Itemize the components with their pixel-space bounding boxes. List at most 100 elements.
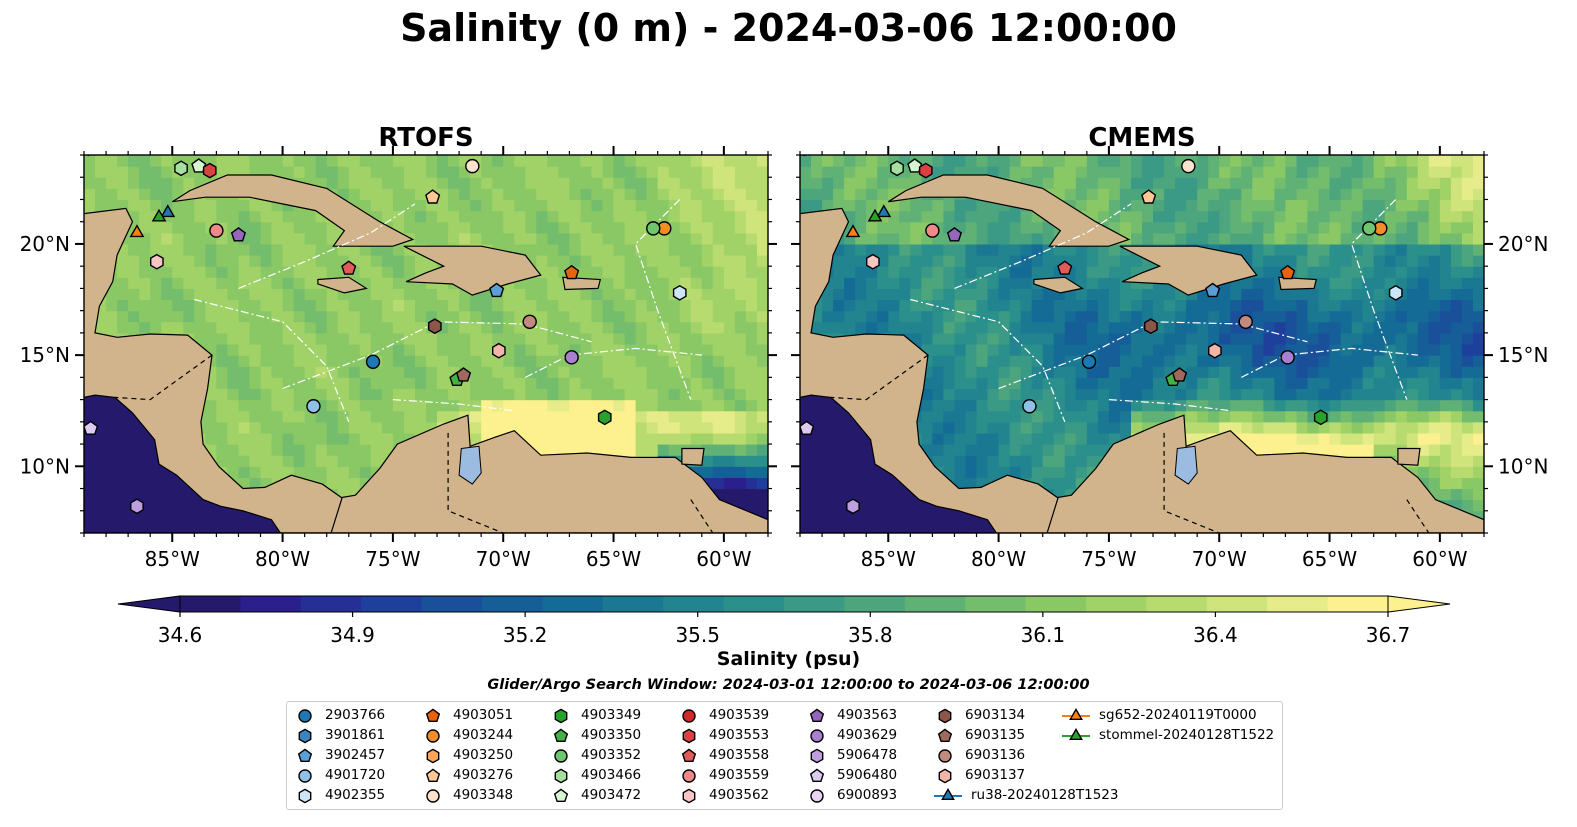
marker-4902355 [672, 284, 687, 301]
legend-label: 4903553 [709, 727, 770, 743]
marker-4903466 [174, 160, 188, 177]
legend-item: 4903539 [677, 705, 769, 725]
y-tick-label: 10°N [20, 454, 70, 478]
legend-swatch [938, 768, 952, 784]
legend-swatch [298, 769, 312, 783]
marker-6903134 [1144, 318, 1158, 335]
legend-label: 2903766 [325, 707, 386, 723]
legend-marker [298, 728, 312, 744]
legend-label: 4903559 [709, 767, 770, 783]
marker-4903352 [1362, 221, 1377, 236]
legend-swatch [553, 728, 569, 742]
legend-marker [553, 788, 569, 802]
legend-item: 3902457 [293, 745, 385, 765]
legend-marker [1069, 707, 1083, 720]
marker-4903472 [907, 158, 923, 173]
legend-marker [426, 729, 440, 743]
marker-4903276 [425, 189, 441, 204]
legend-marker [553, 728, 569, 742]
legend-swatch [934, 787, 962, 800]
legend-swatch [809, 708, 825, 722]
legend-swatch [298, 709, 312, 723]
marker-4903558 [341, 260, 357, 275]
land-puertorico [562, 276, 602, 291]
legend-marker [809, 768, 825, 782]
marker-5906480 [800, 420, 815, 435]
colorbar-under [117, 595, 181, 613]
legend-marker [682, 788, 696, 804]
land-jamaica [317, 276, 368, 294]
x-tick-label: 85°W [861, 547, 916, 571]
marker-4903348 [1181, 158, 1196, 174]
land-cuba [171, 174, 415, 247]
legend-marker [941, 787, 955, 800]
colorbar-bin [844, 596, 906, 612]
legend-marker [554, 749, 568, 763]
colorbar-bin [784, 596, 845, 612]
x-tick-label: 60°W [1412, 547, 1467, 571]
legend-marker [1069, 727, 1083, 740]
colorbar-tick-label: 34.6 [158, 623, 203, 647]
colorbar-bin [1146, 596, 1208, 612]
legend-label: 6903137 [965, 767, 1026, 783]
colorbar-over [1387, 595, 1451, 613]
legend-marker [809, 708, 825, 722]
cmems-map [780, 155, 1484, 533]
marker-6903135 [1171, 367, 1188, 382]
legend-swatch [426, 789, 440, 803]
cmems-frame [799, 154, 1485, 534]
marker-4903559 [925, 223, 940, 238]
legend-marker [810, 789, 824, 803]
marker-4903563 [946, 227, 963, 242]
legend-swatch [810, 748, 824, 764]
legend-swatch [298, 728, 312, 744]
legend-swatch [682, 788, 696, 804]
colorbar: 34.6 34.9 35.2 35.5 35.8 36.1 36.4 36.7 [117, 595, 1451, 647]
marker-6900893 [780, 184, 793, 197]
marker-4903553 [918, 162, 933, 179]
legend-swatch [426, 729, 440, 743]
y-tick-label: 15°N [1498, 343, 1548, 367]
legend-label: 4902355 [325, 787, 386, 803]
marker-6903137 [1208, 342, 1222, 359]
legend-item: 6903136 [933, 745, 1025, 765]
x-tick-label: 80°W [255, 547, 310, 571]
land-southam [330, 414, 768, 533]
legend-label: ru38-20240128T1523 [971, 787, 1119, 803]
legend-label: 4903349 [581, 707, 642, 723]
legend-item: 6900893 [805, 785, 897, 805]
marker-3902457 [489, 282, 505, 298]
legend-label: 4903350 [581, 727, 642, 743]
marker-4903629 [564, 350, 579, 365]
legend-item: 5906478 [805, 745, 897, 765]
marker-6903136 [522, 314, 537, 329]
marker-6903137 [492, 342, 506, 359]
legend-swatch [1062, 707, 1090, 720]
marker-4903276 [1141, 189, 1157, 204]
marker-4903051 [564, 264, 580, 280]
legend-marker [426, 789, 440, 803]
colorbar-bin [723, 596, 785, 612]
legend-marker [425, 768, 441, 782]
legend-label: 4901720 [325, 767, 386, 783]
colorbar-label: Salinity (psu) [716, 648, 861, 670]
legend-label: 4903562 [709, 787, 770, 803]
legend-marker [938, 768, 952, 784]
legend-label: sg652-20240119T0000 [1099, 707, 1257, 723]
legend-item: 6903135 [933, 725, 1025, 745]
lake-maracaibo [1174, 445, 1198, 485]
colorbar-tick-label: 34.9 [330, 623, 375, 647]
legend-swatch [298, 788, 312, 804]
legend-item: ru38-20240128T1523 [933, 785, 1118, 805]
legend-label: 6903135 [965, 727, 1026, 743]
search-window-text: Glider/Argo Search Window: 2024-03-01 12… [487, 677, 1090, 693]
legend-label: 5906480 [837, 767, 898, 783]
marker-6903136 [1238, 314, 1253, 329]
legend-item: 4903350 [549, 725, 641, 745]
marker-3901861 [67, 135, 79, 149]
pacific-ocean [84, 394, 282, 533]
marker-4903629 [1280, 350, 1295, 365]
x-tick-label: 70°W [476, 547, 531, 571]
rtofs-frame [83, 154, 769, 534]
